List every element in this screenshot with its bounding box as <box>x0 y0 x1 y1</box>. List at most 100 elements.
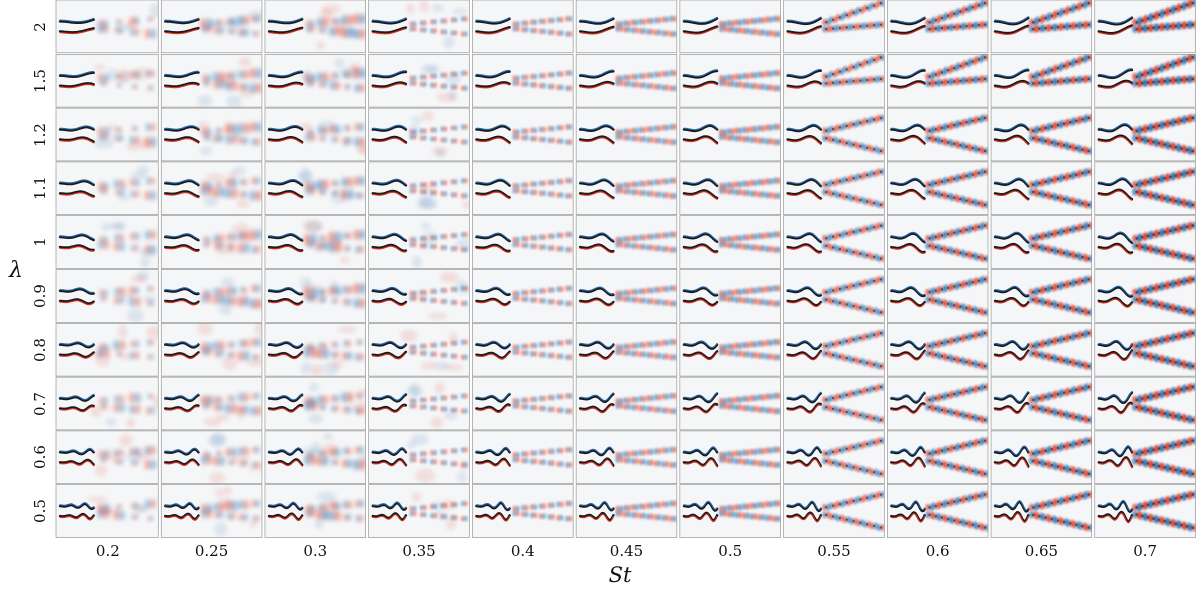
y-tick-label: 0.5 <box>31 499 49 524</box>
flow-panel <box>160 322 263 377</box>
flow-panel <box>368 53 470 108</box>
flow-panel <box>990 53 1093 108</box>
flow-panel <box>575 215 678 269</box>
flow-panel <box>472 376 574 431</box>
flow-panel <box>1094 484 1196 538</box>
flow-panel <box>679 107 781 162</box>
flow-panel <box>783 269 885 323</box>
flow-panel <box>990 376 1093 431</box>
flow-panel <box>887 53 989 108</box>
flow-panel <box>783 0 885 54</box>
flow-panel <box>264 215 366 269</box>
flow-panel <box>990 430 1093 484</box>
flow-panel <box>575 269 678 323</box>
y-tick-label: 1.1 <box>31 176 49 201</box>
flow-panel <box>368 484 470 538</box>
flow-panel <box>679 215 781 269</box>
flow-panel <box>679 322 781 377</box>
flow-panel <box>679 0 781 54</box>
flow-panel <box>1094 376 1196 431</box>
y-tick-label: 1.5 <box>31 68 49 93</box>
y-tick-label: 0.7 <box>31 391 49 416</box>
flow-panel <box>472 53 574 108</box>
flow-panel <box>575 53 678 108</box>
flow-panel <box>1094 161 1196 215</box>
flow-panel <box>887 484 989 538</box>
flow-panel <box>783 161 885 215</box>
flow-panel <box>1094 53 1196 108</box>
flow-panel <box>990 484 1093 538</box>
flow-panel <box>679 430 781 484</box>
flow-panel <box>783 107 885 162</box>
flow-panel <box>990 269 1093 323</box>
x-tick-label: 0.2 <box>95 542 120 560</box>
flow-panel <box>990 0 1093 54</box>
flow-panel <box>368 215 470 269</box>
x-tick-label: 0.6 <box>925 542 950 560</box>
flow-panel <box>264 269 366 323</box>
flow-panel <box>160 430 263 484</box>
flow-panel <box>160 107 263 162</box>
flow-panel <box>783 376 885 431</box>
flow-panel <box>160 215 263 269</box>
flow-panel <box>783 215 885 269</box>
flow-panel <box>160 0 263 54</box>
y-tick-label: 0.6 <box>31 445 49 470</box>
y-tick-label: 1.2 <box>31 122 49 147</box>
flow-panel <box>264 322 366 377</box>
flow-panel <box>990 322 1093 377</box>
flow-panel <box>679 484 781 538</box>
flow-panel <box>783 322 885 377</box>
flow-panel <box>679 53 781 108</box>
flow-panel <box>472 161 574 215</box>
flow-panel <box>783 484 885 538</box>
flow-panel <box>887 269 989 323</box>
x-tick-label: 0.25 <box>194 542 229 560</box>
x-tick-label: 0.3 <box>303 542 328 560</box>
flow-panel <box>990 107 1093 162</box>
flow-panel <box>887 215 989 269</box>
x-axis-label: St <box>0 563 1200 587</box>
flow-panel <box>55 484 159 538</box>
flow-panel <box>368 376 470 431</box>
flow-panel <box>368 0 470 54</box>
flow-panel <box>887 322 989 377</box>
flow-panel <box>55 53 159 108</box>
flow-panel <box>575 376 678 431</box>
y-tick-label: 2 <box>31 22 49 32</box>
x-tick-label: 0.5 <box>718 542 743 560</box>
flow-panel <box>887 376 989 431</box>
flow-panel <box>472 322 574 377</box>
x-tick-label: 0.55 <box>817 542 851 560</box>
x-tick-label: 0.35 <box>402 542 436 560</box>
flow-panel <box>55 322 159 377</box>
y-axis-label: λ <box>9 258 23 283</box>
flow-panel <box>1094 0 1196 54</box>
flow-panel <box>264 484 366 538</box>
flow-panel <box>1094 322 1196 377</box>
flow-panel <box>1094 269 1196 323</box>
flow-panel <box>55 269 159 323</box>
flow-panel <box>160 161 263 215</box>
flow-panel <box>1094 107 1196 162</box>
flow-panel <box>575 0 678 54</box>
flow-panel <box>679 376 781 431</box>
flow-panel <box>55 430 159 484</box>
flow-panel <box>472 484 574 538</box>
flow-panel <box>160 376 263 431</box>
flow-panel <box>368 430 470 484</box>
y-tick-label: 1 <box>31 237 49 247</box>
flow-panel <box>783 430 885 484</box>
flow-panel <box>55 161 159 215</box>
flow-panel <box>264 161 366 215</box>
flow-panel <box>55 215 159 269</box>
flow-panel <box>472 107 574 162</box>
flow-panel <box>368 161 470 215</box>
x-axis-label-text: St <box>608 563 632 587</box>
x-tick-label: 0.65 <box>1024 542 1059 560</box>
flow-panel <box>990 161 1093 215</box>
flow-panel <box>990 215 1093 269</box>
flow-panel <box>575 430 678 484</box>
flow-panel <box>783 53 885 108</box>
flow-panel <box>264 107 366 162</box>
